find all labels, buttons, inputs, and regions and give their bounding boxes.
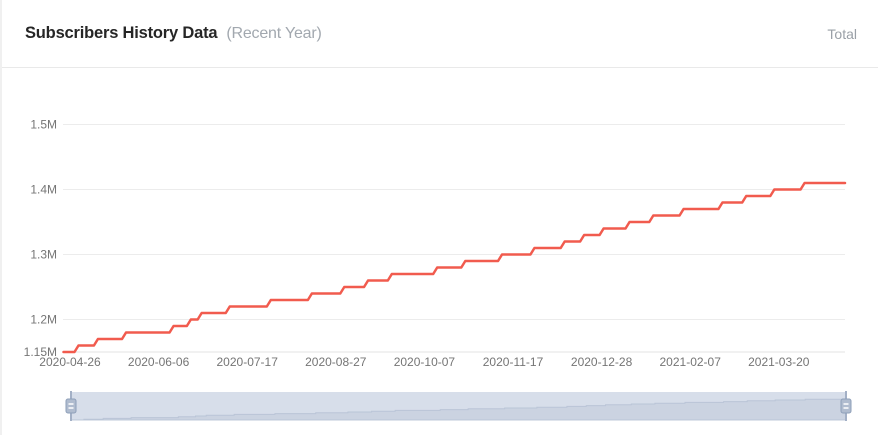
card-header: Subscribers History Data (Recent Year) T… (2, 0, 878, 68)
x-axis-label: 2020-08-27 (305, 355, 367, 369)
x-axis-label: 2020-11-17 (483, 355, 544, 369)
x-axis-label: 2020-06-06 (128, 355, 190, 369)
y-axis-label: 1.3M (30, 248, 57, 262)
x-axis-label: 2020-07-17 (217, 355, 279, 369)
x-axis-label: 2020-10-07 (394, 355, 456, 369)
datazoom-handle-right[interactable] (840, 398, 852, 414)
y-axis-label: 1.2M (30, 313, 57, 327)
card-subtitle: (Recent Year) (226, 24, 322, 42)
legend-item-total[interactable]: Total (827, 25, 857, 42)
datazoom-data-shadow (71, 398, 847, 421)
x-axis-label: 2021-03-20 (748, 355, 810, 369)
y-axis-label: 1.5M (30, 118, 57, 132)
x-axis-label: 2020-12-28 (571, 355, 633, 369)
datazoom-filler[interactable] (71, 392, 846, 420)
page-edge-strip (0, 0, 2, 435)
series-line-total (62, 181, 847, 354)
x-axis-label: 2020-04-26 (39, 355, 101, 369)
y-axis-label: 1.15M (24, 345, 57, 359)
x-axis-label: 2021-02-07 (660, 355, 722, 369)
datazoom-handle-left[interactable] (65, 398, 77, 414)
card-title: Subscribers History Data (25, 24, 218, 42)
y-axis-label: 1.4M (30, 183, 57, 197)
